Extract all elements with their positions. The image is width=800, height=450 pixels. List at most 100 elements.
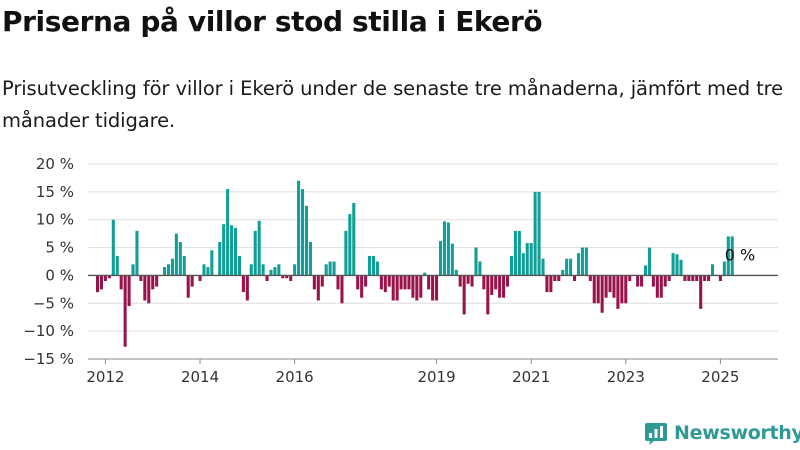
bar [391, 275, 395, 301]
newsworthy-logo-icon [645, 423, 667, 445]
bar [257, 220, 261, 276]
bar [505, 275, 510, 287]
bar [730, 236, 734, 276]
bar [360, 275, 364, 298]
bar [356, 275, 360, 290]
bar [147, 275, 151, 304]
bar [419, 275, 423, 298]
bar [249, 264, 253, 276]
bar [592, 275, 596, 304]
newsworthy-brand: Newsworthy [644, 418, 800, 448]
bar [174, 233, 178, 276]
bar [600, 275, 604, 313]
bar [726, 236, 730, 276]
bar [202, 264, 206, 276]
bar [139, 275, 143, 281]
y-tick-label: 5 % [45, 239, 74, 257]
bar [277, 264, 281, 276]
bar [667, 275, 671, 281]
bar [383, 275, 387, 293]
bar-chart: 20 %15 %10 %5 %0 %−5 %−10 %−15 % 2012 201… [23, 155, 778, 386]
bar [308, 242, 312, 276]
bar [671, 253, 675, 276]
bar [498, 275, 502, 298]
bar [588, 275, 592, 281]
bar [245, 275, 249, 301]
bar [222, 224, 226, 276]
bar [553, 275, 557, 281]
bar [722, 261, 726, 276]
bar [462, 275, 466, 315]
bar [596, 275, 600, 304]
bar [99, 275, 104, 290]
bar [312, 275, 316, 290]
bar [533, 191, 537, 276]
bar [494, 275, 498, 290]
bar [241, 275, 245, 293]
x-tick-label: 2012 [86, 368, 124, 386]
bar [561, 269, 565, 276]
bar [691, 275, 695, 281]
bar [226, 189, 230, 276]
bar [584, 247, 588, 276]
bar [123, 275, 127, 347]
bar [155, 275, 159, 287]
bar [281, 275, 285, 279]
bar [573, 275, 577, 281]
bar [580, 247, 584, 276]
bar [557, 275, 561, 281]
bar [435, 275, 439, 301]
y-axis-tick-labels: 20 % 15 % 10 % 5 % 0 % −5 % −10 % −15 % [23, 155, 74, 368]
bar [442, 221, 446, 276]
bar [344, 230, 348, 276]
bar [624, 275, 628, 304]
bar [273, 267, 277, 276]
bar [604, 275, 608, 298]
bar [253, 230, 257, 276]
bar [521, 253, 525, 276]
bar [387, 275, 391, 287]
bar [170, 258, 174, 276]
bar [127, 275, 131, 307]
bar [143, 275, 147, 301]
bar [332, 261, 336, 276]
bars [96, 180, 734, 347]
bar [703, 275, 707, 281]
bar [348, 214, 352, 276]
bar [237, 255, 241, 276]
bar [490, 275, 494, 295]
bar [486, 275, 490, 315]
bar [655, 275, 659, 298]
bar [269, 269, 273, 276]
bar [545, 275, 549, 293]
bar [96, 275, 100, 293]
bar [608, 275, 612, 293]
bar [340, 275, 344, 304]
bar [517, 230, 521, 276]
bar [541, 258, 545, 276]
bar [616, 275, 620, 309]
bar [135, 230, 139, 276]
x-tick-label: 2016 [276, 368, 314, 386]
x-tick-label: 2014 [181, 368, 219, 386]
bar [218, 242, 222, 276]
bar [695, 275, 699, 281]
bar [438, 240, 443, 276]
bar [509, 255, 513, 276]
bar [395, 275, 399, 301]
bar [352, 203, 356, 276]
y-tick-label: −5 % [33, 294, 74, 312]
bar [324, 264, 328, 276]
chart-title: Priserna på villor stod stilla i Ekerö [2, 5, 543, 38]
bar [297, 180, 301, 276]
chart-subtitle: Prisutveckling för villor i Ekerö under … [2, 77, 784, 132]
bar [549, 275, 553, 293]
bar [427, 275, 431, 290]
bar [718, 275, 722, 281]
bar [537, 191, 541, 276]
bar [289, 275, 293, 281]
bar [513, 230, 517, 276]
bar [206, 267, 210, 276]
bar [431, 275, 435, 301]
brand-name: Newsworthy [674, 422, 800, 444]
